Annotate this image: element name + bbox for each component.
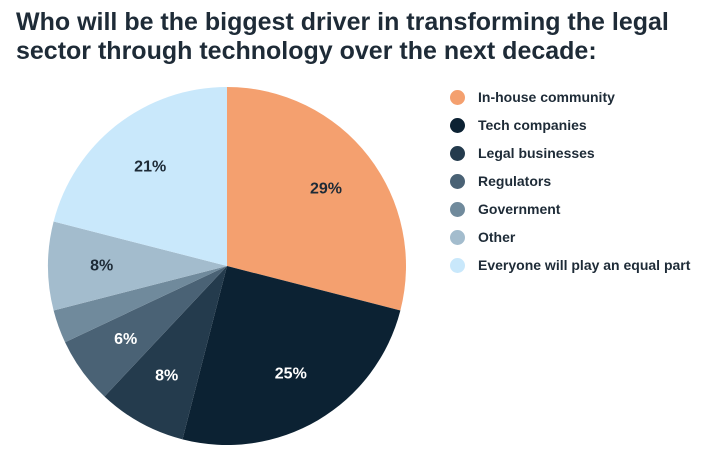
chart-title-line-2: sector through technology over the next … [16, 37, 597, 65]
legend-swatch-icon [450, 145, 465, 161]
slice-value-label: 8% [90, 258, 113, 275]
chart-title-line-1: Who will be the biggest driver in transf… [16, 8, 669, 36]
legend-label: Government [478, 201, 561, 217]
chart-title: Who will be the biggest driver in transf… [16, 8, 706, 66]
legend-swatch-icon [450, 257, 465, 273]
pie-slice [182, 266, 401, 445]
legend-item: Other [450, 223, 690, 251]
legend-item: Government [450, 195, 690, 223]
pie-slice [65, 266, 228, 397]
pie-slice [53, 266, 228, 343]
legend-swatch-icon [450, 201, 465, 217]
legend-swatch-icon [450, 89, 465, 105]
legend-item: In-house community [450, 83, 690, 111]
legend-label: Tech companies [478, 117, 587, 133]
slice-value-label: 6% [114, 331, 137, 348]
pie-slice [104, 266, 227, 440]
legend-label: Regulators [478, 173, 552, 189]
slice-value-label: 25% [275, 365, 307, 382]
legend-swatch-icon [450, 173, 465, 189]
legend-item: Legal businesses [450, 139, 690, 167]
legend-item: Everyone will play an equal part [450, 251, 690, 279]
legend-label: Other [478, 229, 516, 245]
legend-item: Tech companies [450, 111, 690, 139]
slice-value-label: 8% [155, 367, 178, 384]
pie-labels: 29% 25% 8% 6% 8% 21% [90, 158, 342, 384]
legend-swatch-icon [450, 117, 465, 133]
legend-label: In-house community [478, 89, 615, 105]
legend-item: Regulators [450, 167, 690, 195]
legend-label: Everyone will play an equal part [478, 257, 691, 273]
legend-label: Legal businesses [478, 145, 595, 161]
pie-slices [47, 87, 406, 445]
chart-legend: In-house community Tech companies Legal … [450, 83, 690, 279]
pie-slice [227, 87, 406, 311]
pie-slice [47, 221, 227, 311]
legend-swatch-icon [450, 229, 465, 245]
pie-slice [53, 87, 228, 266]
slice-value-label: 29% [310, 181, 342, 198]
slice-value-label: 21% [134, 158, 166, 175]
